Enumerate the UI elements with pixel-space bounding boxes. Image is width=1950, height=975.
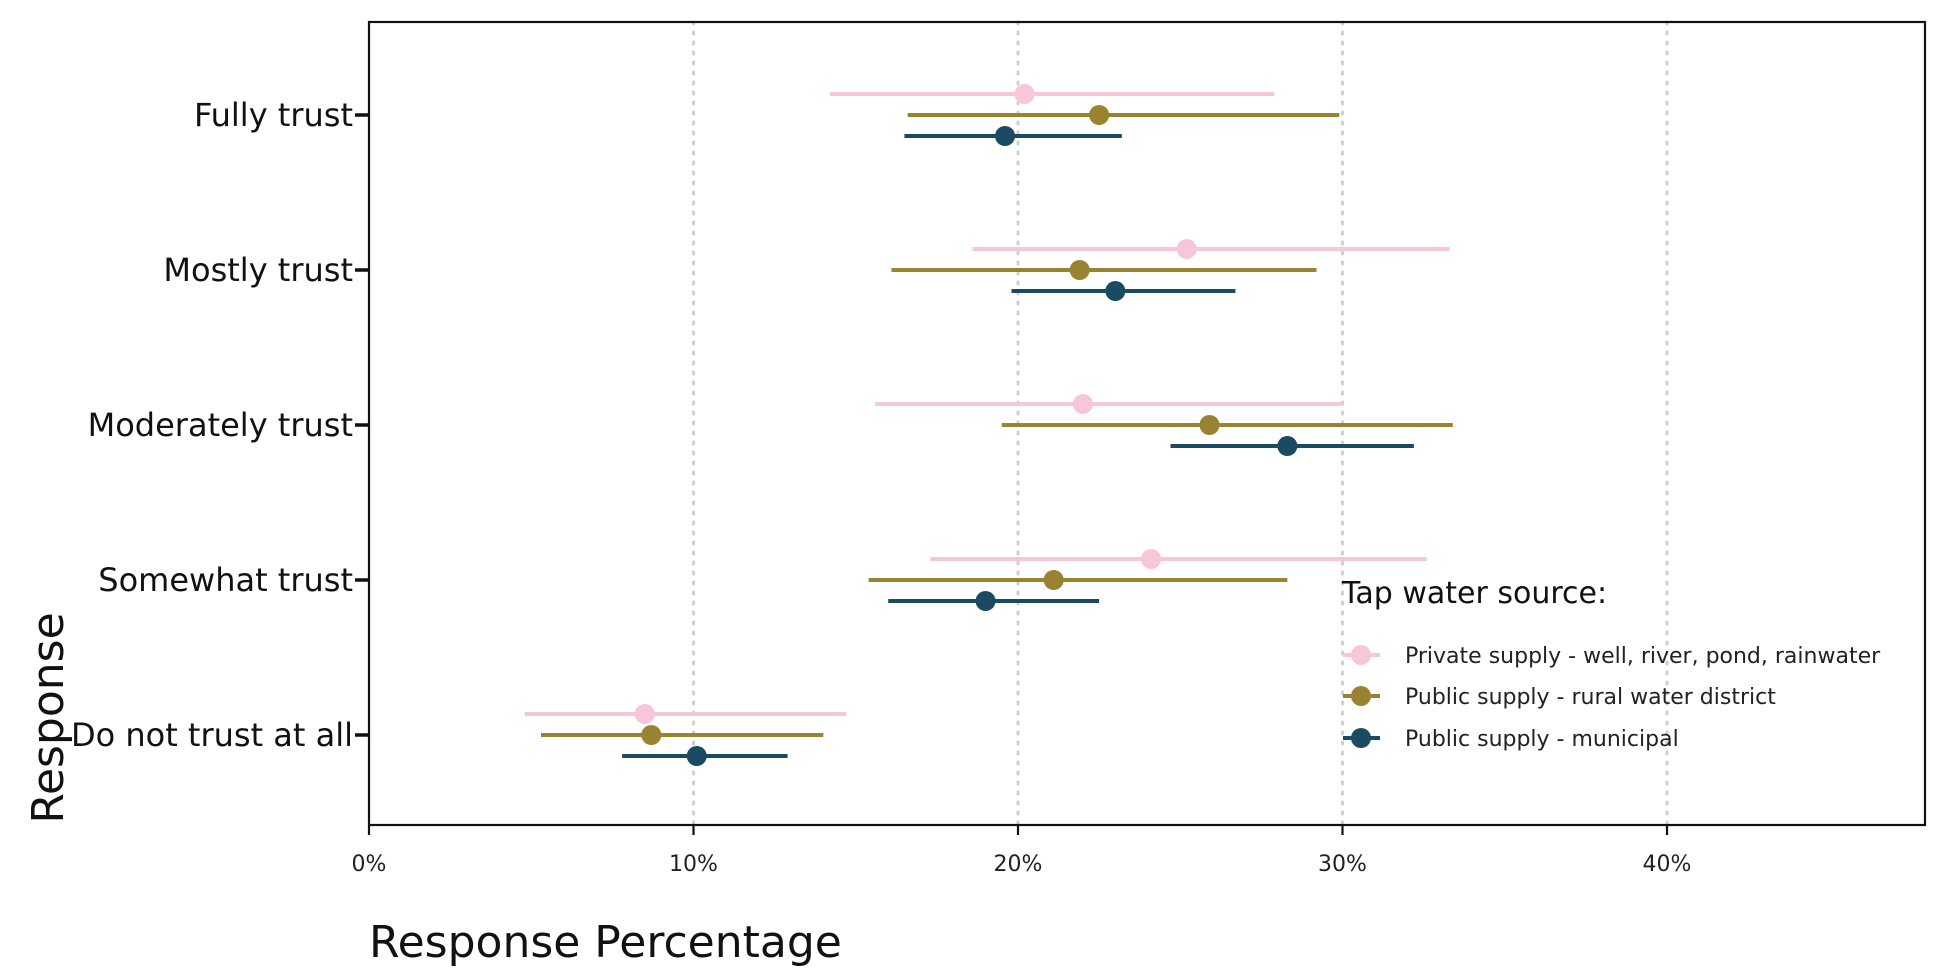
legend-item: Public supply - municipal <box>1343 727 1679 752</box>
legend: Tap water source: Private supply - well,… <box>1341 576 1881 752</box>
category-label: Somewhat trust <box>98 561 353 599</box>
legend-title: Tap water source: <box>1341 576 1607 611</box>
data-point <box>1043 570 1064 590</box>
x-tick-label: 20% <box>994 852 1043 877</box>
category-label: Moderately trust <box>88 406 353 444</box>
x-tick-label: 0% <box>352 852 387 877</box>
data-point <box>1199 415 1220 435</box>
data-point <box>686 746 707 766</box>
legend-key-point <box>1351 686 1371 706</box>
legend-label: Public supply - rural water district <box>1405 685 1776 710</box>
legend-key-point <box>1351 728 1371 748</box>
data-point <box>1072 394 1093 414</box>
data-point <box>1089 105 1110 125</box>
data-point <box>641 725 662 745</box>
category-label: Do not trust at all <box>71 716 353 754</box>
legend-label: Public supply - municipal <box>1405 727 1679 752</box>
x-tick-label: 40% <box>1643 852 1692 877</box>
data-point <box>1069 260 1090 280</box>
series-private-supply-well-river-pond-rainwater <box>524 84 1450 724</box>
data-point <box>975 591 996 611</box>
legend-item: Public supply - rural water district <box>1343 685 1776 710</box>
data-marks <box>524 84 1453 766</box>
data-point <box>995 126 1016 146</box>
x-tick-label: 30% <box>1318 852 1367 877</box>
series-public-supply-municipal <box>622 126 1414 766</box>
data-point <box>1277 436 1298 456</box>
data-point <box>1141 549 1162 569</box>
legend-key-point <box>1351 645 1371 665</box>
y-axis-title: Response <box>23 612 74 823</box>
data-point <box>1014 84 1035 104</box>
x-axis: 0% 10% 20% 30% 40% <box>352 825 1692 877</box>
x-tick-label: 10% <box>669 852 718 877</box>
data-point <box>634 704 655 724</box>
category-label: Fully trust <box>194 96 353 134</box>
category-label: Mostly trust <box>163 251 353 289</box>
legend-label: Private supply - well, river, pond, rain… <box>1405 644 1881 669</box>
x-axis-title: Response Percentage <box>369 917 842 968</box>
data-point <box>1176 239 1197 259</box>
y-axis: Fully trust Mostly trust Moderately trust S… <box>71 96 369 754</box>
data-point <box>1105 281 1126 301</box>
legend-item: Private supply - well, river, pond, rain… <box>1343 644 1881 669</box>
series-public-supply-rural-water-district <box>540 105 1453 745</box>
